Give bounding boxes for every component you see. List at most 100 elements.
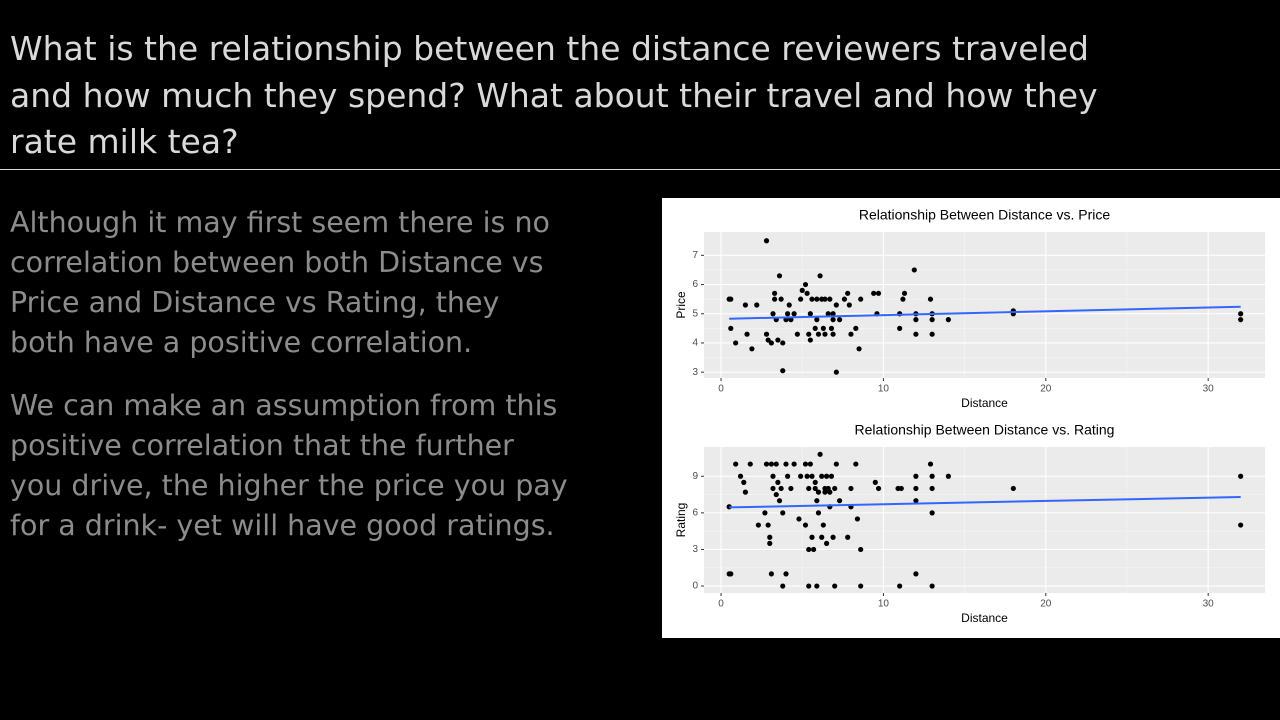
chart-title: Relationship Between Distance vs. Rating	[855, 422, 1115, 438]
data-point	[778, 485, 784, 492]
chart-title: Relationship Between Distance vs. Price	[859, 207, 1111, 223]
y-tick-label: 7	[692, 250, 698, 261]
data-point	[780, 368, 786, 374]
y-tick-label: 5	[692, 308, 698, 319]
data-point	[1238, 317, 1244, 323]
y-tick-label: 3	[692, 367, 698, 378]
data-point	[767, 534, 773, 540]
data-point	[929, 317, 935, 323]
data-point	[807, 461, 813, 467]
data-point	[817, 273, 823, 279]
data-point	[754, 302, 760, 308]
y-axis-title: Price	[674, 291, 688, 319]
data-point	[833, 369, 839, 375]
text-line: correlation between both Distance vs	[10, 246, 544, 279]
plot-panel	[704, 447, 1265, 593]
data-point	[846, 302, 852, 308]
data-point	[900, 296, 906, 302]
y-axis-title: Rating	[674, 503, 688, 538]
data-point	[763, 461, 770, 467]
data-point	[832, 485, 838, 492]
text-line: Although it may first seem there is no	[10, 206, 550, 239]
paragraph: Although it may first seem there is no c…	[10, 203, 550, 363]
data-point	[742, 302, 749, 308]
data-point	[763, 331, 770, 337]
x-tick-label: 20	[1040, 599, 1052, 610]
data-point	[830, 317, 836, 323]
data-point	[804, 473, 810, 479]
data-point	[830, 534, 836, 540]
data-point	[768, 571, 774, 577]
data-point	[897, 325, 903, 331]
data-point	[814, 296, 820, 302]
data-point	[913, 331, 919, 337]
x-tick-label: 30	[1203, 384, 1215, 395]
data-point	[809, 473, 815, 479]
title-line: What is the relationship between the dis…	[10, 29, 1089, 68]
data-point	[929, 510, 935, 516]
data-point	[796, 516, 802, 522]
plot-panel	[704, 232, 1265, 378]
divider	[0, 169, 1280, 170]
data-point	[833, 302, 839, 308]
data-point	[945, 317, 951, 323]
data-point	[929, 583, 935, 589]
data-point	[1238, 473, 1244, 479]
title-line: rate milk tea?	[10, 122, 239, 161]
y-tick-label: 9	[692, 471, 698, 482]
data-point	[822, 331, 828, 337]
data-point	[929, 331, 935, 337]
data-point	[767, 540, 773, 546]
data-point	[836, 317, 843, 323]
data-point	[875, 290, 882, 296]
text-line: both have a positive correlation.	[10, 326, 473, 359]
data-point	[875, 485, 882, 492]
data-point	[804, 290, 810, 296]
data-point	[832, 583, 838, 589]
data-point	[747, 461, 753, 467]
trend-line	[729, 305, 1241, 320]
data-point	[814, 498, 820, 504]
text-line: We can make an assumption from this	[10, 389, 558, 422]
data-point	[785, 311, 791, 317]
data-point	[836, 498, 843, 504]
data-point	[768, 461, 774, 467]
data-point	[812, 325, 818, 331]
data-point	[845, 534, 851, 540]
x-tick-label: 20	[1040, 384, 1052, 395]
y-tick-label: 3	[692, 544, 698, 555]
data-point	[749, 346, 755, 352]
data-point	[807, 311, 813, 317]
data-point	[828, 325, 835, 331]
data-point	[770, 311, 776, 317]
data-point	[1010, 485, 1016, 492]
data-point	[806, 485, 812, 492]
data-point	[775, 479, 781, 485]
data-point	[809, 296, 815, 302]
data-point	[762, 510, 768, 516]
data-point	[901, 290, 908, 296]
data-point	[815, 331, 822, 337]
data-point	[785, 473, 791, 479]
data-point	[913, 317, 919, 323]
data-point	[776, 498, 783, 504]
data-point	[802, 281, 809, 288]
data-point	[733, 340, 739, 346]
data-point	[763, 238, 770, 244]
text-line: you drive, the higher the price you pay	[10, 469, 568, 502]
data-point	[772, 296, 778, 302]
y-tick-label: 6	[692, 279, 698, 290]
data-point	[778, 296, 784, 302]
data-point	[807, 337, 813, 343]
data-point	[783, 461, 789, 467]
paragraph: We can make an assumption from this posi…	[10, 386, 568, 546]
data-point	[802, 522, 809, 528]
data-point	[858, 546, 864, 553]
data-point	[841, 296, 848, 302]
data-point	[830, 331, 836, 337]
data-point	[783, 571, 789, 577]
data-point	[737, 473, 744, 479]
data-point	[911, 267, 917, 273]
data-point	[827, 296, 833, 302]
